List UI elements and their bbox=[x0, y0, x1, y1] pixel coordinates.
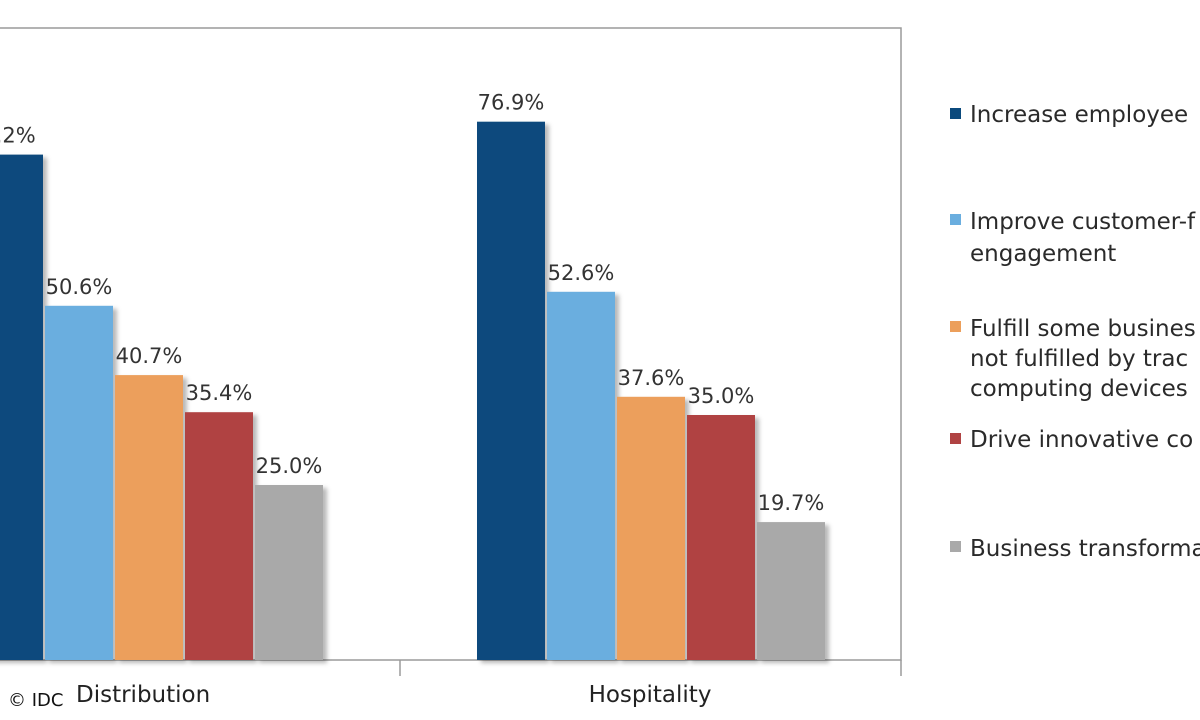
value-label-hospitality-series-3: 37.6% bbox=[618, 366, 685, 390]
bar-hospitality-series-3 bbox=[617, 396, 685, 660]
bar-hospitality-series-1 bbox=[477, 121, 545, 660]
legend-label-4: Drive innovative co bbox=[970, 427, 1193, 453]
bar-distribution-series-5 bbox=[255, 485, 323, 660]
bar-distribution-series-2 bbox=[45, 305, 113, 660]
bars-group bbox=[0, 121, 825, 660]
legend-label-5: Business transforma bbox=[970, 536, 1200, 562]
value-label-hospitality-series-4: 35.0% bbox=[688, 384, 755, 408]
legend: Increase employee Improve customer-f eng… bbox=[950, 102, 1200, 562]
legend-label-3-line3: computing devices bbox=[970, 376, 1188, 402]
bar-distribution-series-1 bbox=[0, 154, 43, 660]
legend-swatch-1 bbox=[950, 108, 961, 119]
value-label-distribution-series-2: 50.6% bbox=[46, 275, 113, 299]
bar-distribution-series-3 bbox=[115, 375, 183, 660]
value-label-distribution-series-4: 35.4% bbox=[186, 381, 253, 405]
value-label-hospitality-series-1: 76.9% bbox=[478, 91, 545, 115]
value-label-distribution-series-3: 40.7% bbox=[116, 344, 183, 368]
value-label-distribution-series-1: 2.2% bbox=[0, 124, 36, 148]
value-label-hospitality-series-5: 19.7% bbox=[758, 491, 825, 515]
bar-hospitality-series-2 bbox=[547, 291, 615, 660]
bar-distribution-series-4 bbox=[185, 412, 253, 660]
value-labels-group: 2.2% 76.9% 50.6% 52.6% 40.7% 37.6% 35.4% 35.0% 2… bbox=[0, 91, 824, 515]
legend-label-3-line2: not fulfilled by trac bbox=[970, 346, 1188, 372]
bar-hospitality-series-4 bbox=[687, 415, 755, 660]
legend-label-2-line2: engagement bbox=[970, 241, 1116, 267]
legend-swatch-3 bbox=[950, 321, 961, 332]
legend-swatch-2 bbox=[950, 214, 961, 225]
legend-swatch-4 bbox=[950, 433, 961, 444]
bar-hospitality-series-5 bbox=[757, 522, 825, 660]
legend-swatch-5 bbox=[950, 541, 961, 552]
category-label-distribution: Distribution bbox=[76, 682, 210, 708]
value-label-hospitality-series-2: 52.6% bbox=[548, 261, 615, 285]
source-credit: © IDC bbox=[8, 690, 63, 711]
legend-label-1: Increase employee bbox=[970, 102, 1188, 128]
plot-frame bbox=[0, 27, 902, 661]
value-label-distribution-series-5: 25.0% bbox=[256, 454, 323, 478]
legend-label-2: Improve customer-f bbox=[970, 209, 1196, 235]
category-label-hospitality: Hospitality bbox=[589, 682, 712, 708]
legend-label-3: Fulfill some busines bbox=[970, 316, 1196, 342]
